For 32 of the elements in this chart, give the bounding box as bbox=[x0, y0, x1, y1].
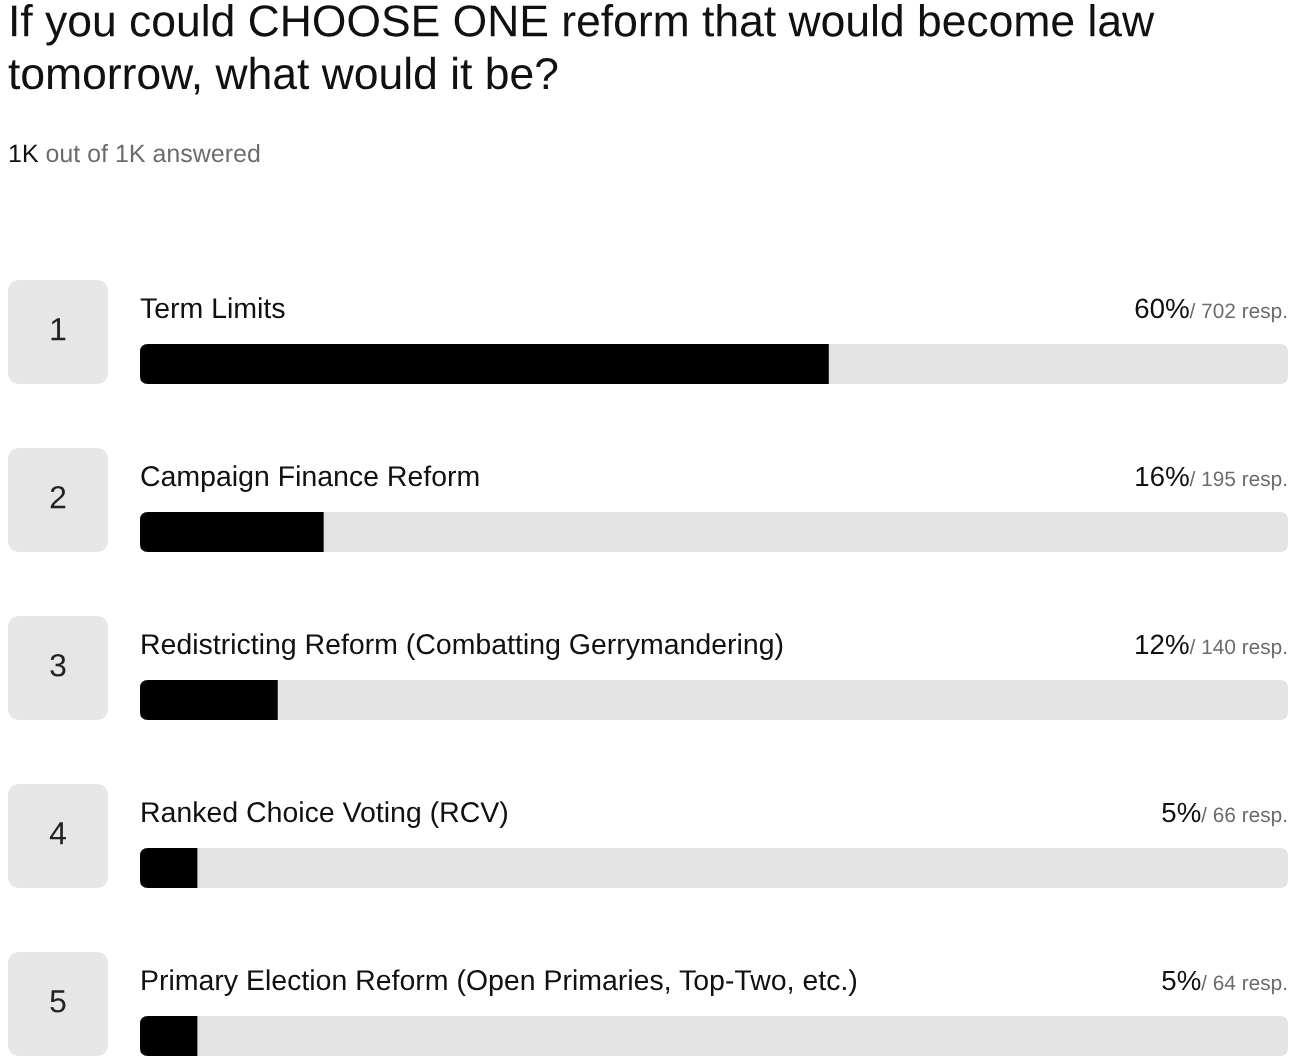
bar bbox=[277, 680, 1288, 720]
bar bbox=[140, 1016, 198, 1056]
y-tick-label: Campaign Finance Reform bbox=[141, 465, 479, 492]
text: 1 bbox=[51, 318, 66, 341]
annotation: 12% bbox=[1136, 634, 1189, 655]
y-tick-label: Primary Election Reform (Open Primaries, Top-Two, etc.) bbox=[142, 969, 857, 996]
bar bbox=[828, 344, 1288, 384]
chart-subtitle: 1K out of 1K answered bbox=[9, 143, 260, 163]
bar bbox=[140, 848, 198, 888]
bar bbox=[140, 512, 324, 552]
annotation: / 140 resp. bbox=[1189, 638, 1287, 659]
text: 4 bbox=[49, 822, 66, 845]
annotation: / 64 resp. bbox=[1201, 974, 1287, 995]
bar bbox=[197, 1016, 1288, 1056]
annotation: / 195 resp. bbox=[1189, 470, 1287, 491]
bar bbox=[197, 848, 1288, 888]
chart-title: If you could CHOOSE ONE reform that would become law tomorrow, what would it be? bbox=[8, 4, 1155, 95]
text: 2 bbox=[50, 485, 66, 509]
annotation: 16% bbox=[1136, 466, 1189, 487]
annotation: / 702 resp. bbox=[1189, 302, 1287, 323]
text: 5 bbox=[50, 990, 66, 1013]
bar bbox=[140, 344, 829, 384]
annotation: 60% bbox=[1135, 298, 1189, 319]
annotation: / 66 resp. bbox=[1201, 806, 1287, 827]
bar bbox=[140, 680, 278, 720]
annotation: 5% bbox=[1162, 970, 1201, 991]
y-tick-label: Redistricting Reform (Combatting Gerrymandering) bbox=[142, 633, 783, 660]
annotation: 5% bbox=[1162, 802, 1201, 823]
y-tick-label: Ranked Choice Voting (RCV) bbox=[142, 801, 507, 828]
y-tick-label: Term Limits bbox=[140, 297, 285, 319]
text: 3 bbox=[50, 653, 66, 677]
bar bbox=[323, 512, 1288, 552]
